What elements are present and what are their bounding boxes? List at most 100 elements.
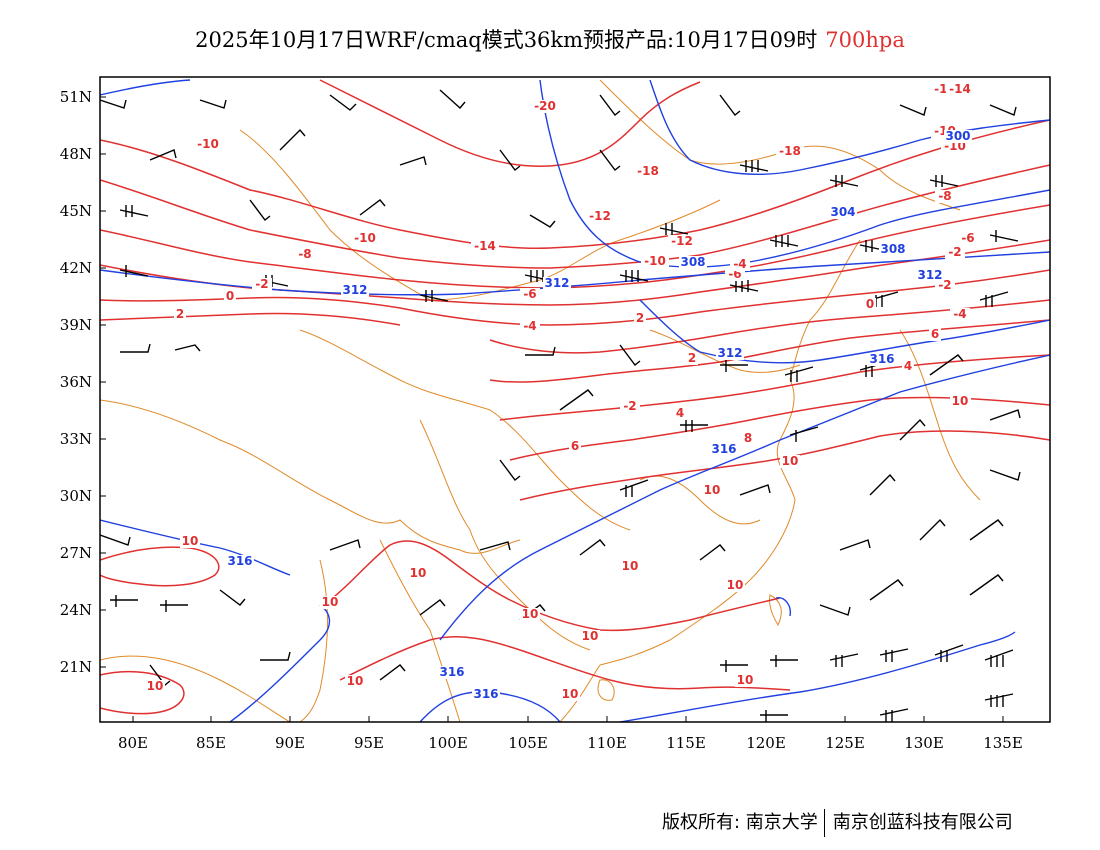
temp-label-bg: [668, 235, 696, 248]
temp-label: -14: [474, 239, 496, 253]
x-tick-label: 100E: [428, 734, 468, 752]
temp-label: -14: [949, 82, 971, 96]
temp-label-bg: [941, 140, 969, 153]
height-label: 312: [717, 346, 742, 360]
chart-title: 2025年10月17日WRF/cmaq模式36km预报产品:10月17日09时 7…: [0, 24, 1100, 54]
x-tick-label: 120E: [746, 734, 786, 752]
wind-barb: [279, 128, 306, 151]
wind-barb: [729, 280, 759, 292]
temp-label-bg: [174, 308, 186, 321]
wind-barb: [249, 199, 271, 221]
border-line: [239, 129, 721, 301]
height-label: 316: [711, 442, 736, 456]
y-tick-label: 33N: [60, 430, 92, 448]
temp-label-bg: [950, 395, 970, 408]
wind-barb: [619, 270, 649, 282]
height-label-bg: [716, 347, 744, 360]
border-line: [379, 539, 461, 722]
wind-barb: [919, 518, 946, 541]
coastline: [899, 329, 981, 501]
temp-label-bg: [620, 560, 640, 573]
wind-barb: [929, 354, 964, 376]
height-label: 304: [830, 205, 855, 219]
height-contour: [229, 604, 331, 722]
temp-label: 0: [226, 289, 234, 303]
temp-contour: [100, 312, 401, 326]
temp-label-bg: [946, 83, 974, 96]
wind-barb: [829, 653, 859, 667]
temp-label: 10: [782, 454, 799, 468]
temp-label-bg: [194, 138, 222, 151]
temp-label-bg: [634, 312, 646, 325]
temp-label: 10: [582, 629, 599, 643]
wind-barb: [499, 459, 521, 481]
wind-barb: [619, 344, 641, 366]
temp-contour: [329, 540, 781, 632]
wind-barb: [784, 366, 814, 382]
footer-right: 南京创蓝科技有限公司: [832, 812, 1013, 833]
height-label-bg: [226, 555, 254, 568]
x-tick-label: 130E: [904, 734, 944, 752]
wind-barb: [559, 389, 594, 411]
wind-barb: [770, 655, 798, 667]
temp-label: 10: [704, 483, 721, 497]
temp-label-bg: [958, 232, 978, 245]
temp-label-bg: [730, 258, 750, 271]
wind-barb: [219, 589, 246, 606]
wind-barb: [359, 199, 386, 216]
wind-barb: [969, 519, 1004, 541]
wind-barb: [579, 539, 606, 556]
height-label-bg: [879, 243, 907, 256]
temp-label: 4: [676, 406, 684, 420]
wind-barb: [479, 541, 511, 551]
x-tick-label: 85E: [196, 734, 226, 752]
wind-barb: [599, 94, 621, 116]
footer-left: 版权所有: 南京大学: [662, 812, 818, 833]
wind-barb: [419, 290, 449, 302]
wind-barb: [899, 418, 926, 441]
temp-label-bg: [580, 630, 600, 643]
wind-barb: [100, 534, 131, 546]
temp-label-bg: [674, 407, 686, 420]
height-label-bg: [944, 130, 972, 143]
coastline: [559, 664, 601, 722]
temp-label: -18: [637, 164, 659, 178]
wind-barb: [160, 600, 188, 612]
temp-label-bg: [295, 248, 315, 261]
wind-barb: [419, 599, 446, 616]
wind-barb: [149, 149, 177, 161]
temp-label-bg: [320, 596, 340, 609]
border-line: [639, 475, 761, 525]
wind-barb: [329, 94, 357, 111]
temp-label-bg: [531, 100, 559, 113]
wind-barb: [879, 648, 909, 662]
height-label: 312: [917, 268, 942, 282]
wind-barb: [619, 479, 649, 497]
y-tick-label: 51N: [60, 88, 92, 106]
temp-label-bg: [471, 240, 499, 253]
wind-barb: [119, 265, 149, 277]
temp-label-bg: [351, 232, 379, 245]
y-tick-label: 42N: [60, 259, 92, 277]
temp-label: -6: [523, 287, 536, 301]
x-axis: 80E 85E 90E 95E 100E 105E 110E 115E 120E 125E 130E…: [118, 716, 1023, 752]
y-axis: 51N 48N 45N 42N 39N 36N 33N 30N 27N 24N 21N: [60, 88, 106, 676]
temperature-labels: -20-18-18-16-14-14-12-12-10-10-10-10-10-…: [145, 82, 978, 701]
temp-label: -4: [523, 319, 536, 333]
wind-barb: [719, 94, 741, 116]
wind-barb: [119, 205, 149, 217]
temp-label: 10: [522, 607, 539, 621]
footer-separator: [823, 809, 825, 837]
temp-label-bg: [945, 246, 965, 259]
height-contour: [775, 597, 792, 617]
wind-barb: [499, 149, 521, 171]
temp-label-bg: [560, 688, 580, 701]
wind-barb: [989, 469, 1021, 481]
wind-barb: [984, 649, 1014, 667]
border-line: [100, 399, 521, 554]
height-label-bg: [341, 284, 369, 297]
wind-barb: [934, 644, 964, 662]
height-contour: [100, 519, 291, 576]
border-line: [649, 329, 801, 373]
